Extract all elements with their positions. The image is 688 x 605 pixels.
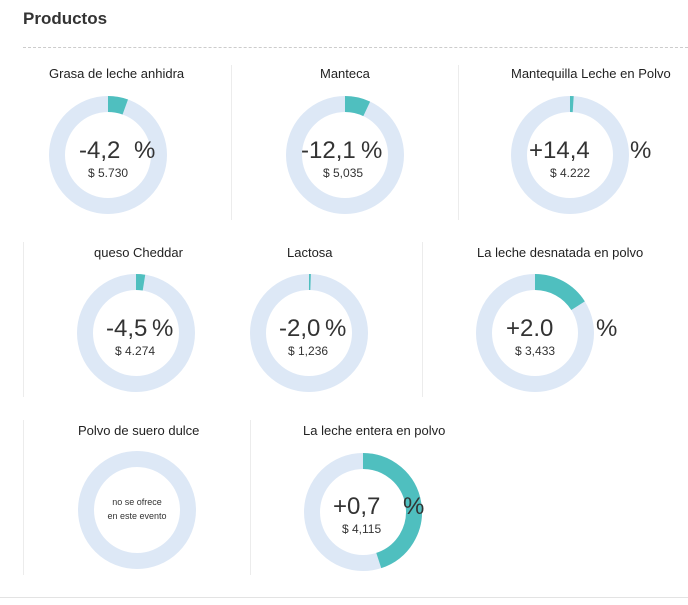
donut-chart [511, 95, 629, 214]
donut-chart [286, 96, 404, 214]
donut-segment [344, 96, 371, 117]
donut-chart [78, 451, 196, 569]
product-name: Lactosa [287, 245, 333, 260]
donut-chart [77, 274, 195, 392]
product-price: $ 1,236 [288, 344, 329, 358]
product-name: queso Cheddar [94, 245, 183, 260]
donut-chart [250, 274, 368, 392]
percent-change: +14,4 [529, 137, 590, 164]
not-offered-notice: no se ofrece en este evento [77, 495, 197, 523]
percent-symbol: % [596, 315, 618, 342]
card-separator [422, 242, 423, 397]
card-separator [231, 65, 232, 220]
card-separator [23, 420, 24, 575]
product-price: $ 5,035 [323, 166, 364, 180]
bottom-rule [0, 597, 688, 598]
percent-change: -2,0 [279, 315, 321, 342]
card-separator [458, 65, 459, 220]
donut-track [78, 451, 196, 569]
card-separator [250, 420, 251, 575]
percent-symbol: % [403, 493, 425, 520]
donut-segment [362, 453, 422, 569]
product-price: $ 4.222 [550, 166, 591, 180]
product-name: Grasa de leche anhidra [49, 66, 185, 81]
product-name: Mantequilla Leche en Polvo [511, 66, 671, 81]
product-price: $ 4,115 [342, 522, 382, 536]
section-title: Productos [23, 9, 108, 28]
percent-change: +2.0 [506, 315, 554, 342]
product-name: La leche desnatada en polvo [477, 245, 644, 260]
not-offered-line: en este evento [107, 511, 167, 521]
donut-chart [476, 274, 594, 392]
percent-change: +0,7 [333, 493, 381, 520]
donut-segment [135, 274, 146, 291]
percent-change: -12,1 [301, 137, 356, 164]
product-name: La leche entera en polvo [303, 423, 446, 438]
section-divider [23, 47, 688, 48]
not-offered-line: no se ofrece [112, 497, 162, 507]
percent-change: -4,5 [106, 315, 148, 342]
percent-symbol: % [325, 315, 347, 342]
percent-change: -4,2 [79, 137, 121, 164]
donut-chart [49, 96, 167, 214]
donut-chart [304, 453, 422, 571]
donut-segment [107, 96, 128, 115]
percent-symbol: % [630, 137, 652, 164]
product-name: Manteca [320, 66, 370, 81]
donut-segment [534, 274, 585, 311]
card-separator [23, 242, 24, 397]
percent-symbol: % [134, 137, 156, 164]
percent-symbol: % [361, 137, 383, 164]
product-price: $ 4.274 [115, 344, 156, 358]
product-price: $ 5.730 [88, 166, 129, 180]
product-name: Polvo de suero dulce [78, 423, 200, 438]
product-price: $ 3,433 [515, 344, 556, 358]
percent-symbol: % [152, 315, 174, 342]
